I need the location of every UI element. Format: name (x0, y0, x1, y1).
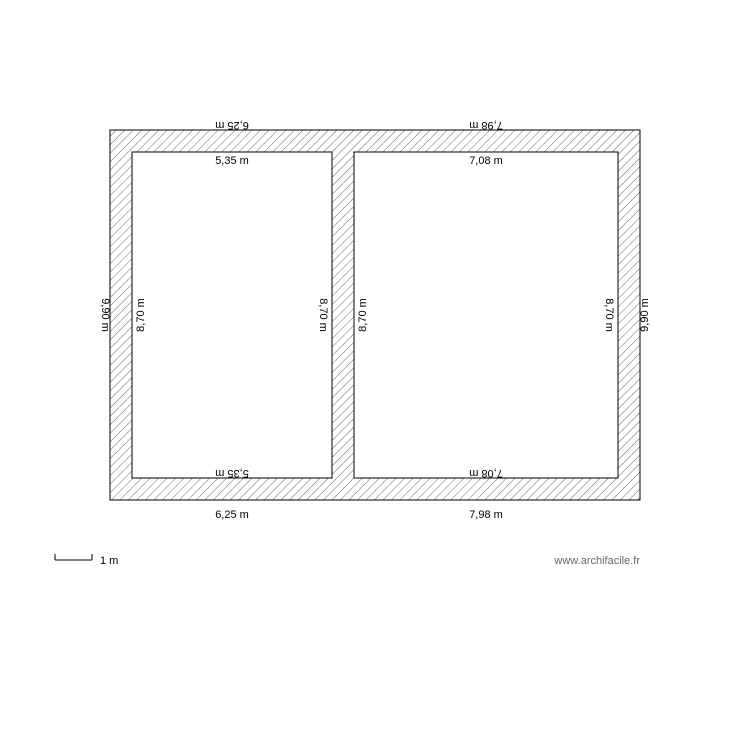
dim-room1_left: 8,70 m (135, 298, 147, 332)
dim-room1_right: 8,70 m (317, 298, 329, 332)
dim-room2_top: 7,08 m (469, 155, 503, 167)
dim-outer_left: 9,90 m (99, 298, 111, 332)
walls-hatch (110, 130, 640, 500)
dim-room1_bottom: 5,35 m (215, 467, 249, 479)
scale-bar-label: 1 m (100, 555, 118, 567)
scale-bar: 1 m (55, 554, 118, 567)
dim-room2_right: 8,70 m (603, 298, 615, 332)
dim-outer_bottom_right: 7,98 m (469, 509, 503, 521)
attribution-text: www.archifacile.fr (553, 555, 640, 567)
dim-room2_bottom: 7,08 m (469, 467, 503, 479)
dim-outer_top_left: 6,25 m (215, 119, 249, 131)
dim-outer_top_right: 7,98 m (469, 119, 503, 131)
dim-room1_top: 5,35 m (215, 155, 249, 167)
dim-outer_right: 9,90 m (639, 298, 651, 332)
dim-room2_left: 8,70 m (357, 298, 369, 332)
dim-outer_bottom_left: 6,25 m (215, 509, 249, 521)
